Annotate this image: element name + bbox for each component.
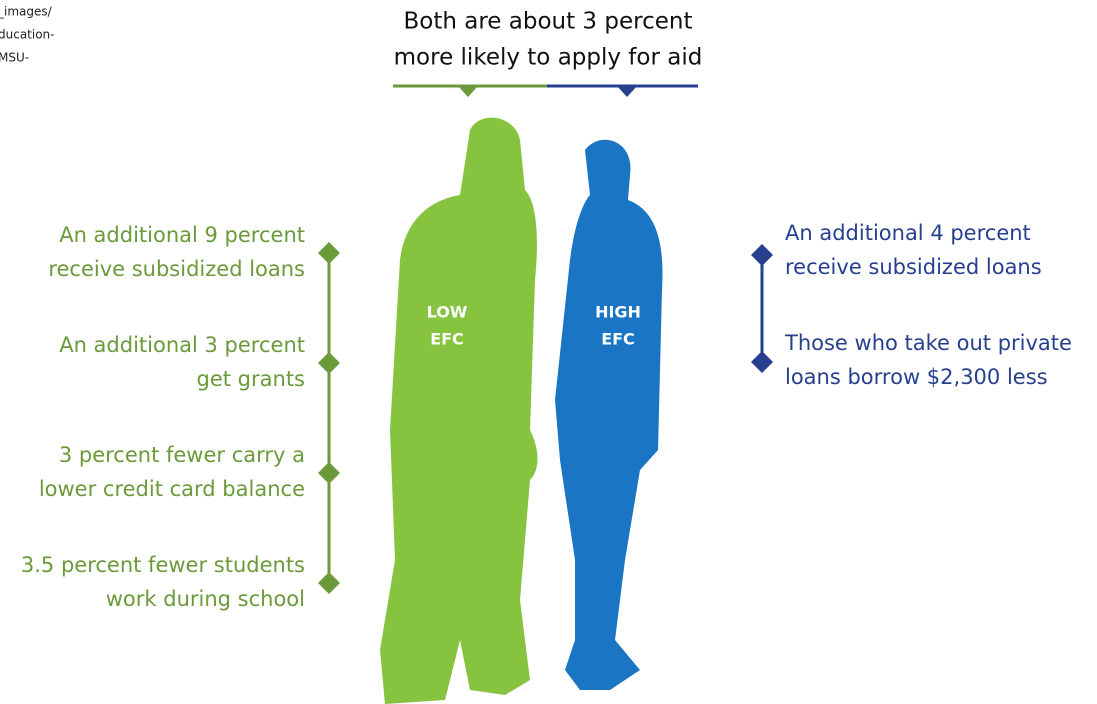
point-text: work during school	[106, 587, 305, 611]
point-text: 3 percent fewer carry a	[59, 443, 305, 467]
corner-text: MSU-	[0, 51, 29, 65]
point-text: receive subsidized loans	[785, 255, 1042, 279]
header-line: more likely to apply for aid	[394, 45, 703, 71]
figure-label: LOW	[427, 303, 468, 322]
point-text: receive subsidized loans	[48, 257, 305, 281]
point-text: Those who take out private	[784, 331, 1072, 355]
left-points: An additional 9 percent receive subsidize…	[21, 223, 340, 611]
point-text: An additional 4 percent	[785, 221, 1031, 245]
pointer	[617, 86, 637, 97]
corner-text: _images/	[0, 5, 53, 19]
diamond	[318, 242, 340, 264]
right-points: An additional 4 percent receive subsidize…	[751, 221, 1072, 389]
diamond	[751, 351, 773, 373]
point-text: 3.5 percent fewer students	[21, 553, 305, 577]
point-text: An additional 3 percent	[59, 333, 305, 357]
pointer	[458, 86, 478, 97]
point-text: An additional 9 percent	[59, 223, 305, 247]
point-text: loans borrow $2,300 less	[785, 365, 1048, 389]
silhouette-low	[380, 118, 538, 704]
point-text: get grants	[197, 367, 305, 391]
figure-label: EFC	[430, 330, 464, 349]
diamond	[318, 572, 340, 594]
infographic: _images/ ducation- MSU- Both are about 3…	[0, 0, 1097, 704]
header-line: Both are about 3 percent	[404, 9, 693, 35]
diamond	[751, 244, 773, 266]
figure-label: HIGH	[595, 303, 641, 322]
corner-text: ducation-	[0, 28, 55, 42]
point-text: lower credit card balance	[39, 477, 305, 501]
figure-label: EFC	[601, 330, 635, 349]
silhouette-high	[555, 140, 663, 690]
diamond	[318, 462, 340, 484]
diamond	[318, 352, 340, 374]
